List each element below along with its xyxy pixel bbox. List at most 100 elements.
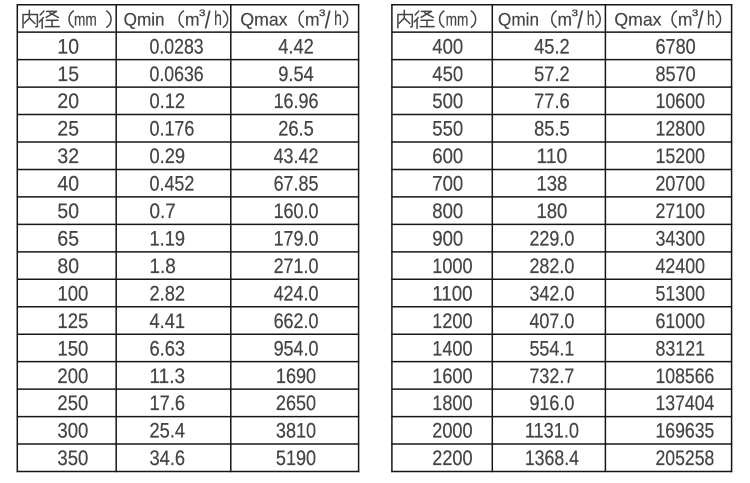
svg-text:300: 300	[57, 420, 88, 443]
svg-text:1131.0: 1131.0	[525, 420, 579, 443]
svg-text:6780: 6780	[656, 35, 696, 58]
svg-text:8570: 8570	[656, 63, 696, 86]
svg-text:51300: 51300	[656, 282, 706, 305]
svg-text:10: 10	[57, 35, 79, 58]
svg-text:179.0: 179.0	[274, 227, 319, 250]
svg-text:11.3: 11.3	[150, 365, 186, 388]
svg-text:0.452: 0.452	[150, 173, 195, 196]
svg-text:Qmax: Qmax	[614, 9, 661, 29]
svg-text:180: 180	[536, 200, 567, 223]
svg-text:m: m	[185, 9, 200, 29]
svg-text:1.8: 1.8	[150, 255, 176, 278]
svg-text:916.0: 916.0	[529, 392, 574, 415]
svg-text:3: 3	[319, 8, 325, 18]
svg-text:25.4: 25.4	[150, 420, 186, 443]
svg-text:h: h	[587, 8, 595, 30]
svg-text:0.7: 0.7	[150, 200, 176, 223]
svg-text:108566: 108566	[656, 365, 715, 388]
svg-text:50: 50	[57, 200, 79, 223]
svg-text:5190: 5190	[276, 447, 316, 470]
svg-text:57.2: 57.2	[534, 63, 570, 86]
svg-text:42400: 42400	[656, 255, 706, 278]
svg-text:Qmax: Qmax	[240, 9, 287, 29]
svg-text:h: h	[214, 8, 222, 30]
svg-text:110: 110	[536, 145, 567, 168]
svg-text:34300: 34300	[656, 227, 706, 250]
svg-text:20700: 20700	[656, 173, 706, 196]
svg-text:100: 100	[57, 282, 88, 305]
svg-text:40: 40	[57, 173, 79, 196]
svg-text:67.85: 67.85	[274, 173, 319, 196]
svg-text:83121: 83121	[656, 337, 706, 360]
svg-text:4.41: 4.41	[150, 310, 186, 333]
svg-text:/: /	[205, 7, 211, 34]
svg-text:150: 150	[57, 337, 88, 360]
svg-text:4.42: 4.42	[278, 35, 314, 58]
svg-text:16.96: 16.96	[274, 90, 319, 113]
svg-text:554.1: 554.1	[529, 337, 574, 360]
svg-text:0.0636: 0.0636	[150, 63, 204, 86]
svg-text:500: 500	[432, 90, 463, 113]
svg-text:15: 15	[57, 63, 79, 86]
svg-text:/: /	[325, 7, 331, 34]
svg-text:43.42: 43.42	[274, 145, 319, 168]
svg-text:15200: 15200	[656, 145, 706, 168]
svg-text:550: 550	[432, 118, 463, 141]
svg-text:80: 80	[57, 255, 79, 278]
svg-text:424.0: 424.0	[274, 282, 319, 305]
svg-text:m: m	[678, 9, 693, 29]
svg-text:600: 600	[432, 145, 463, 168]
svg-text:229.0: 229.0	[529, 227, 574, 250]
svg-text:1600: 1600	[432, 365, 472, 388]
svg-text:34.6: 34.6	[150, 447, 186, 470]
svg-text:125: 125	[57, 310, 88, 333]
svg-text:/: /	[577, 7, 583, 34]
svg-text:m: m	[305, 9, 320, 29]
svg-text:160.0: 160.0	[274, 200, 319, 223]
svg-text:32: 32	[57, 145, 79, 168]
svg-text:0.29: 0.29	[150, 145, 186, 168]
svg-text:137404: 137404	[656, 392, 715, 415]
svg-text:1100: 1100	[432, 282, 472, 305]
svg-text:6.63: 6.63	[150, 337, 186, 360]
svg-text:3810: 3810	[276, 420, 316, 443]
svg-text:10600: 10600	[656, 90, 706, 113]
svg-text:45.2: 45.2	[534, 35, 570, 58]
svg-text:138: 138	[536, 173, 567, 196]
svg-text:407.0: 407.0	[529, 310, 574, 333]
svg-text:954.0: 954.0	[274, 337, 319, 360]
svg-text:400: 400	[432, 35, 463, 58]
svg-text:9.54: 9.54	[278, 63, 314, 86]
svg-text:27100: 27100	[656, 200, 706, 223]
svg-text:77.6: 77.6	[534, 90, 570, 113]
svg-text:61000: 61000	[656, 310, 706, 333]
svg-text:1400: 1400	[432, 337, 472, 360]
svg-text:20: 20	[57, 90, 79, 113]
svg-text:2.82: 2.82	[150, 282, 186, 305]
svg-text:17.6: 17.6	[150, 392, 186, 415]
svg-text:0.0283: 0.0283	[150, 35, 204, 58]
svg-text:2000: 2000	[432, 420, 472, 443]
svg-text:350: 350	[57, 447, 88, 470]
svg-text:85.5: 85.5	[534, 118, 570, 141]
svg-text:900: 900	[432, 227, 463, 250]
svg-text:0.176: 0.176	[150, 118, 195, 141]
svg-text:mm: mm	[446, 9, 469, 29]
svg-text:26.5: 26.5	[278, 118, 314, 141]
svg-text:Qmin: Qmin	[124, 9, 165, 29]
svg-text:3: 3	[199, 8, 205, 18]
svg-text:mm: mm	[74, 9, 97, 29]
svg-text:169635: 169635	[656, 420, 715, 443]
svg-text:662.0: 662.0	[274, 310, 319, 333]
svg-text:1800: 1800	[432, 392, 472, 415]
svg-text:1690: 1690	[276, 365, 316, 388]
svg-text:h: h	[707, 8, 715, 30]
svg-text:1000: 1000	[432, 255, 472, 278]
svg-text:m: m	[558, 9, 573, 29]
svg-text:/: /	[698, 7, 704, 34]
svg-text:271.0: 271.0	[274, 255, 319, 278]
svg-text:205258: 205258	[656, 447, 715, 470]
svg-text:0.12: 0.12	[150, 90, 186, 113]
svg-text:25: 25	[57, 118, 79, 141]
svg-text:1368.4: 1368.4	[525, 447, 579, 470]
